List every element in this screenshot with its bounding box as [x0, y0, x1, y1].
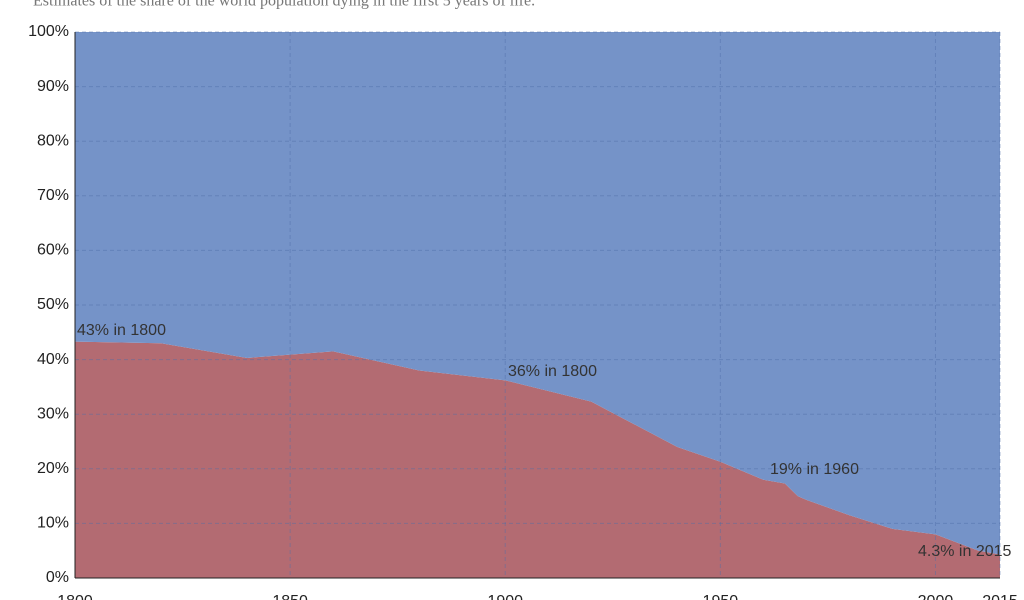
x-tick-label: 2000: [918, 593, 954, 600]
y-tick-label: 10%: [37, 515, 69, 532]
area: [75, 32, 1000, 555]
x-tick-label: 1850: [272, 593, 308, 600]
chart-subtitle: Estimates of the share of the world popu…: [33, 0, 535, 10]
annotation: 36% in 1800: [508, 363, 597, 380]
y-tick-label: 100%: [28, 23, 69, 40]
x-tick-label: 2015: [982, 593, 1018, 600]
area: [75, 341, 1000, 578]
annotation: 4.3% in 2015: [918, 543, 1012, 560]
annotation: 43% in 1800: [77, 322, 166, 339]
x-tick-label: 1800: [57, 593, 93, 600]
x-tick-label: 1950: [703, 593, 739, 600]
y-tick-label: 60%: [37, 242, 69, 259]
x-tick-label: 1900: [487, 593, 523, 600]
y-tick-label: 30%: [37, 405, 69, 422]
y-tick-label: 70%: [37, 187, 69, 204]
y-tick-label: 80%: [37, 132, 69, 149]
y-tick-label: 90%: [37, 78, 69, 95]
y-tick-label: 20%: [37, 460, 69, 477]
y-tick-label: 40%: [37, 351, 69, 368]
y-tick-label: 0%: [46, 569, 69, 586]
y-tick-label: 50%: [37, 296, 69, 313]
annotation: 19% in 1960: [770, 461, 859, 478]
